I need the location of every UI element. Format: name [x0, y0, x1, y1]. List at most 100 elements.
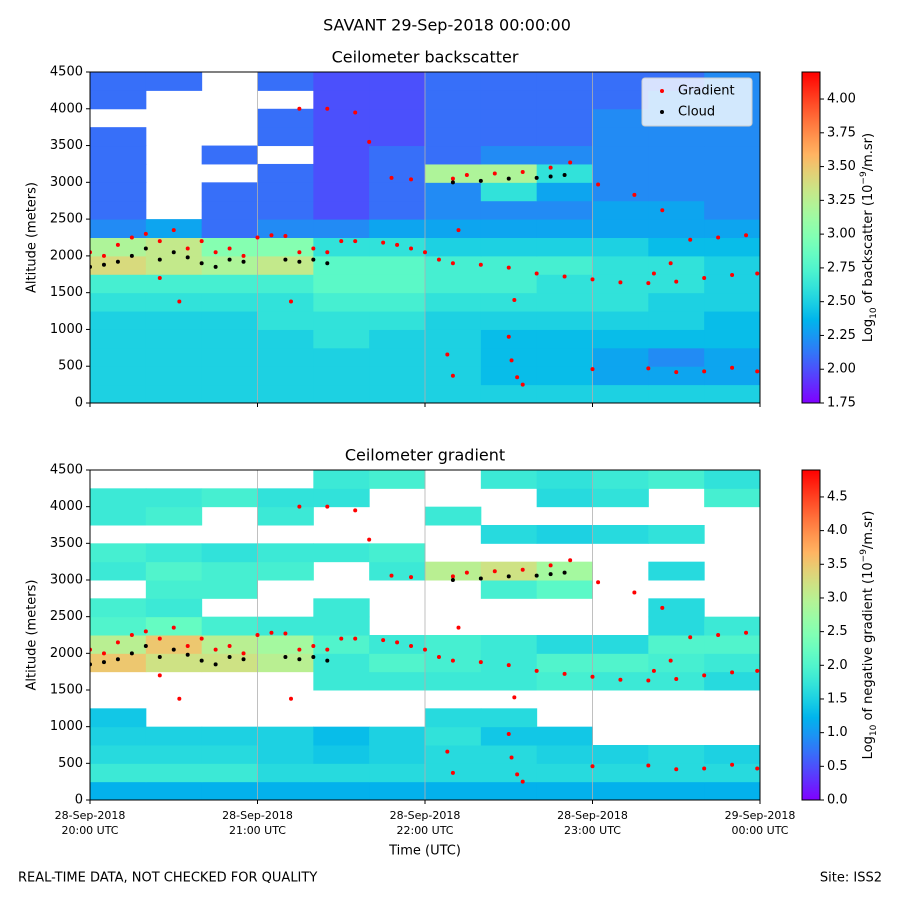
heat-cell — [592, 781, 649, 800]
heat-cell — [425, 384, 482, 403]
heat-cell — [90, 506, 147, 526]
data-point — [445, 749, 450, 754]
heat-cell — [648, 200, 705, 220]
heat-cell — [145, 384, 203, 403]
heat-cell — [369, 200, 426, 220]
heat-cell — [480, 292, 538, 312]
data-point — [297, 504, 302, 509]
heat-cell — [90, 274, 147, 294]
heat-cell — [425, 671, 482, 691]
heat-cell — [480, 384, 538, 403]
heat-cell — [145, 366, 203, 386]
heat-cell — [648, 635, 705, 654]
heat-cell — [648, 292, 705, 312]
data-point — [520, 567, 525, 572]
heat-cell — [704, 292, 760, 312]
heat-cell — [90, 72, 147, 91]
heat-cell — [592, 745, 649, 764]
data-point — [297, 657, 302, 662]
heat-cell — [145, 653, 203, 673]
data-point — [509, 755, 514, 760]
data-point — [668, 658, 673, 663]
heat-cell — [592, 127, 649, 147]
data-point — [157, 673, 162, 678]
footer-note: REAL-TIME DATA, NOT CHECKED FOR QUALITY — [18, 871, 317, 886]
heat-cell — [201, 219, 258, 238]
heat-cell — [313, 219, 370, 238]
x-tick-label: 23:00 UTC — [564, 824, 621, 837]
heat-cell — [257, 127, 314, 147]
data-point — [590, 367, 595, 372]
data-point — [325, 106, 330, 111]
data-point — [171, 625, 176, 630]
heat-cell — [201, 580, 258, 599]
heat-cell — [536, 763, 593, 783]
data-point — [492, 569, 497, 574]
data-point — [381, 240, 386, 245]
heat-cell — [313, 671, 370, 691]
heat-cell — [480, 366, 538, 386]
heat-cell — [592, 311, 649, 330]
heat-cell — [257, 543, 314, 563]
heat-cell — [536, 726, 593, 746]
heat-cell — [369, 745, 426, 764]
heat-cell — [648, 329, 705, 349]
data-point — [632, 590, 637, 595]
data-point — [464, 570, 469, 575]
heat-cell — [90, 726, 147, 746]
data-point — [456, 625, 461, 630]
heat-cell — [90, 708, 147, 728]
colorbar-tick-label: 1.75 — [827, 396, 856, 411]
heat-cell — [257, 616, 314, 636]
data-point — [492, 171, 497, 176]
heat-cell — [536, 366, 593, 386]
y-tick-label: 2500 — [50, 212, 83, 227]
y-tick-label: 4000 — [50, 499, 83, 514]
data-point — [171, 647, 176, 652]
heat-cell — [425, 708, 482, 728]
data-point — [177, 299, 182, 304]
data-point — [311, 655, 316, 659]
heat-cell — [536, 488, 593, 508]
data-point — [464, 172, 469, 177]
data-point — [143, 644, 148, 648]
heat-cell — [425, 163, 482, 183]
heat-cell — [313, 781, 370, 800]
data-point — [568, 160, 573, 165]
data-point — [115, 259, 120, 264]
heat-cell — [90, 384, 147, 403]
heat-cell — [536, 219, 593, 238]
heat-cell — [704, 182, 760, 202]
data-point — [590, 764, 595, 769]
heat-cell — [536, 255, 593, 275]
x-tick-label: 29-Sep-2018 — [725, 809, 796, 822]
heat-cell — [704, 255, 760, 275]
heat-cell — [425, 653, 482, 673]
y-tick-label: 1500 — [50, 285, 83, 300]
heat-cell — [480, 127, 538, 147]
heat-cell — [369, 274, 426, 294]
heat-cell — [536, 525, 593, 544]
colorbar-tick-label: 3.00 — [827, 227, 856, 242]
heat-cell — [369, 182, 426, 202]
legend-box — [641, 77, 753, 127]
plot-area — [90, 72, 760, 403]
data-point — [548, 165, 553, 170]
heat-cell — [90, 653, 147, 673]
data-point — [674, 279, 679, 284]
heat-cell — [313, 182, 370, 202]
heat-cell — [480, 163, 538, 183]
heat-cell — [480, 311, 538, 330]
heat-cell — [480, 90, 538, 110]
heat-cell — [369, 237, 426, 257]
heat-cell — [145, 292, 203, 312]
data-point — [646, 366, 651, 371]
heat-cell — [648, 219, 705, 238]
data-point — [129, 253, 134, 258]
data-point — [353, 239, 358, 244]
heat-cell — [369, 781, 426, 800]
heat-cell — [592, 635, 649, 654]
colorbar-tick-label: 1.5 — [827, 691, 848, 706]
data-point — [325, 647, 330, 652]
subplot-title: Ceilometer gradient — [345, 446, 505, 465]
